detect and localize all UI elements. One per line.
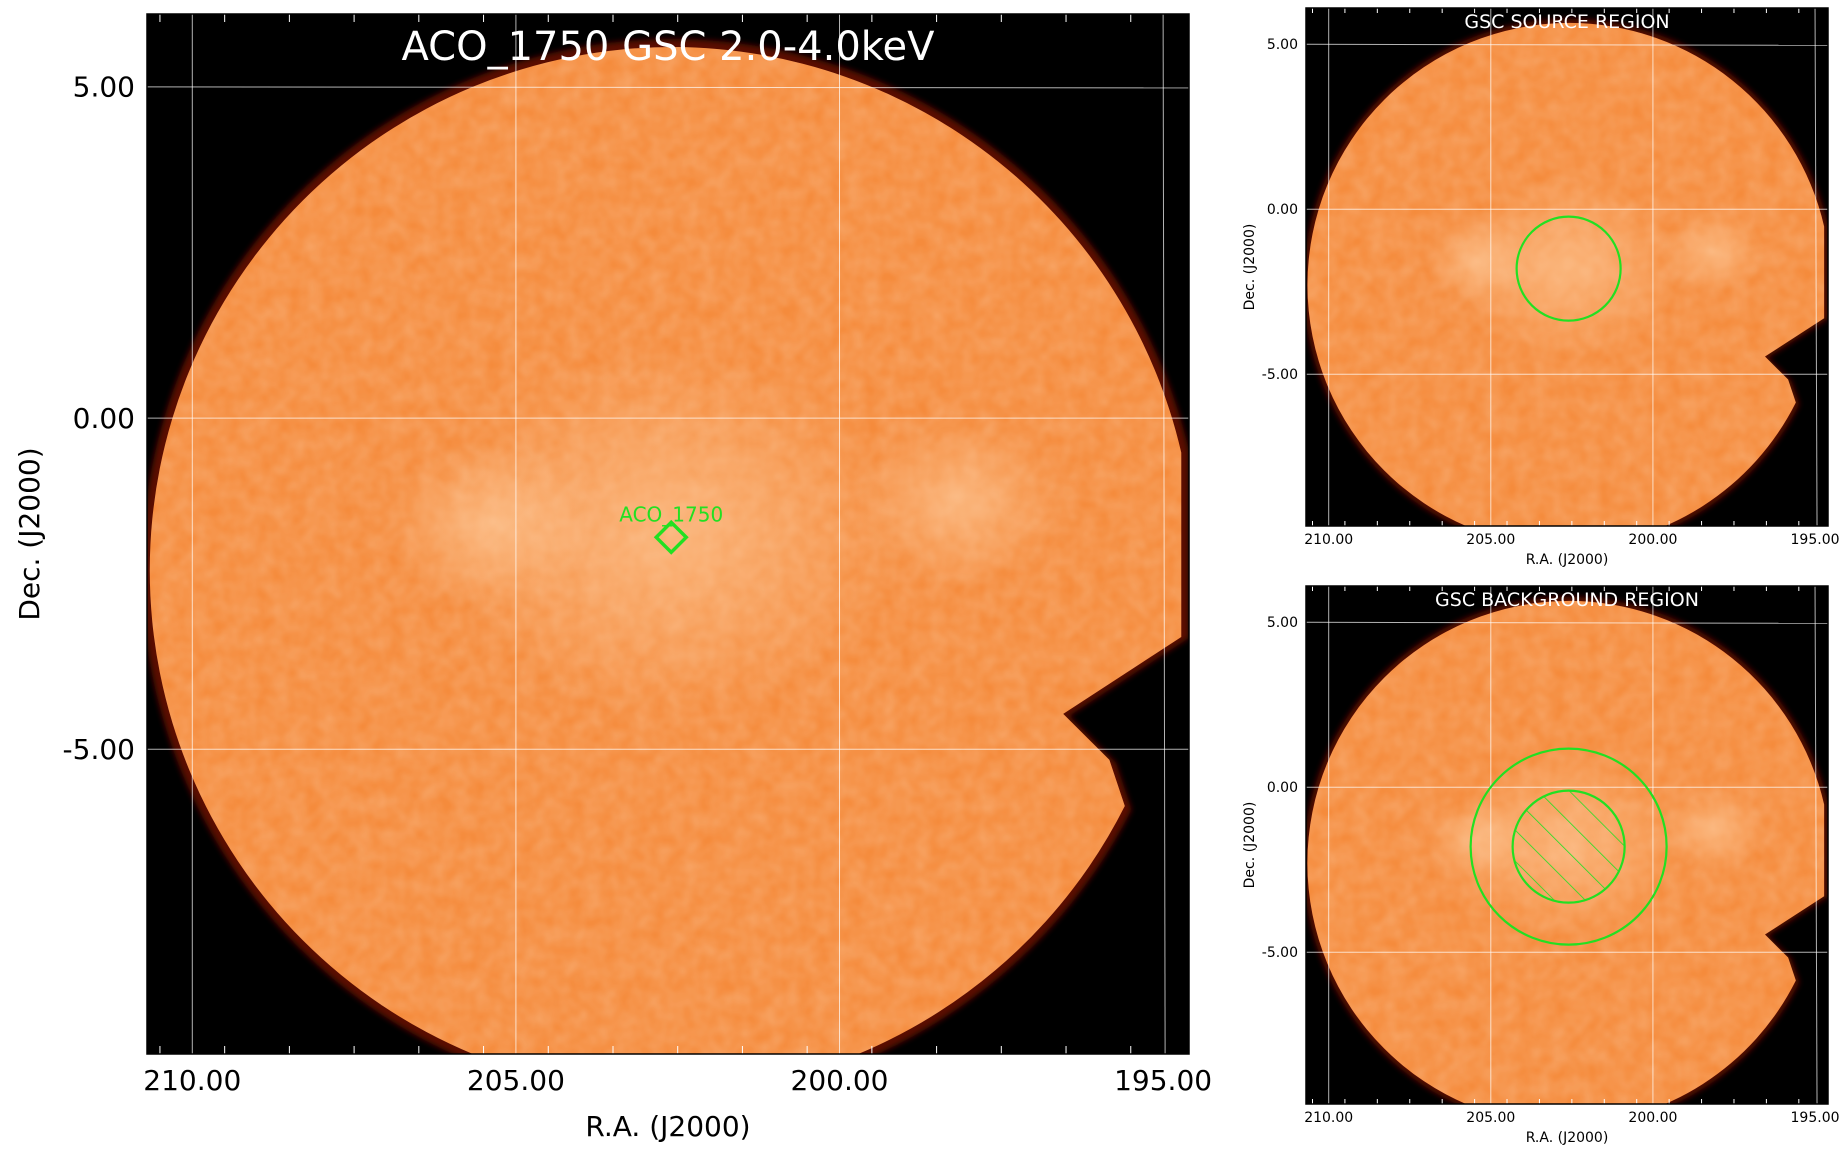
source-region-circle	[1515, 215, 1622, 322]
diffuse-emission	[1452, 175, 1682, 359]
x-tick-label: 210.00	[1304, 532, 1353, 548]
y-axis-label: Dec. (J2000)	[1242, 802, 1258, 889]
diffuse-emission	[1426, 220, 1531, 304]
x-axis-label: R.A. (J2000)	[585, 1110, 750, 1143]
x-tick-label: 195.00	[1791, 1110, 1840, 1126]
y-tick-label: 0.00	[73, 402, 135, 435]
y-tick-label: 5.00	[1267, 615, 1298, 631]
panel-title: ACO_1750 GSC 2.0-4.0keV	[402, 24, 936, 70]
x-tick-label: 205.00	[1466, 1110, 1515, 1126]
dec-grid-line	[1306, 43, 1828, 46]
ra-grid-line	[1814, 8, 1818, 526]
dec-grid-line	[147, 86, 1189, 89]
x-axis-label: R.A. (J2000)	[1526, 1130, 1609, 1146]
panel-border	[1305, 7, 1829, 527]
diffuse-emission	[855, 419, 1064, 586]
y-tick-label: 0.00	[1267, 202, 1298, 218]
dec-grid-line	[1306, 621, 1828, 624]
x-tick-label: 210.00	[1304, 1110, 1353, 1126]
x-tick-label: 195.00	[1791, 532, 1840, 548]
y-tick-label: 5.00	[1267, 37, 1298, 53]
y-axis-label: Dec. (J2000)	[13, 447, 46, 620]
x-tick-label: 200.00	[1628, 532, 1677, 548]
diffuse-emission	[386, 440, 596, 607]
x-tick-label: 205.00	[1466, 532, 1515, 548]
background-annulus-outer	[1469, 747, 1668, 946]
panel-title: GSC BACKGROUND REGION	[1435, 589, 1699, 611]
map-image	[1306, 8, 1828, 526]
x-tick-label: 200.00	[1628, 1110, 1677, 1126]
y-tick-label: 5.00	[73, 71, 135, 104]
background-region-panel: GSC BACKGROUND REGION 210.00 205.00 200.00 1…	[1242, 585, 1840, 1146]
diffuse-emission	[1426, 798, 1531, 882]
ra-grid-line	[1162, 14, 1166, 1054]
main-map-panel: ACO_1750 GSC 2.0-4.0keV 210.00 205.00 200.0…	[13, 13, 1212, 1143]
background-excluded-region	[1511, 789, 1626, 904]
diffuse-emission	[438, 350, 898, 718]
source-region-panel: GSC SOURCE REGION 210.00 205.00 200.00 195.0…	[1242, 7, 1840, 568]
map-image	[147, 14, 1189, 1054]
y-tick-label: -5.00	[1262, 945, 1298, 961]
x-axis-label: R.A. (J2000)	[1526, 552, 1609, 568]
ra-grid-line	[1814, 586, 1818, 1104]
panel-border	[1305, 585, 1829, 1105]
diffuse-emission	[1660, 788, 1766, 871]
x-tick-label: 195.00	[1114, 1064, 1212, 1097]
source-label: ACO_1750	[619, 502, 723, 526]
y-axis-label: Dec. (J2000)	[1242, 224, 1258, 311]
panel-border	[146, 13, 1190, 1055]
diffuse-emission	[1660, 210, 1766, 293]
x-tick-label: 210.00	[143, 1064, 241, 1097]
source-marker	[653, 519, 689, 555]
y-tick-label: -5.00	[63, 733, 135, 766]
panel-title: GSC SOURCE REGION	[1464, 11, 1669, 33]
x-tick-label: 205.00	[467, 1064, 565, 1097]
y-tick-label: -5.00	[1262, 367, 1298, 383]
x-tick-label: 200.00	[791, 1064, 889, 1097]
y-tick-label: 0.00	[1267, 780, 1298, 796]
